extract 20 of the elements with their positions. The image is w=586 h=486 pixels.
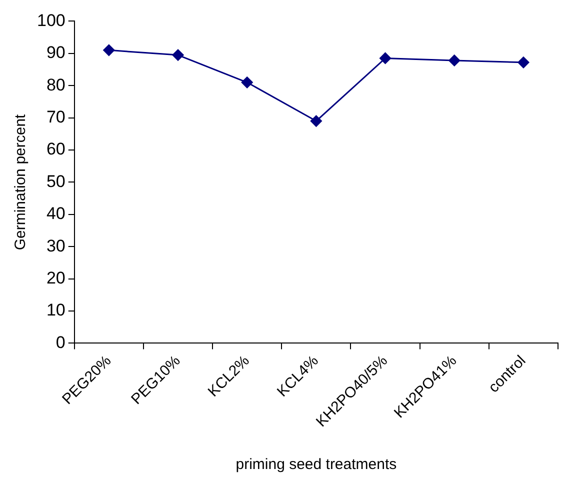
- y-tick-label: 60: [46, 140, 66, 159]
- y-tick-label: 0: [56, 332, 66, 352]
- y-tick-label: 30: [46, 236, 66, 256]
- y-tick-label: 70: [46, 108, 66, 126]
- point: [172, 49, 184, 61]
- point: [518, 56, 530, 68]
- point: [241, 76, 253, 88]
- y-tick-label: 50: [46, 172, 66, 191]
- y-axis-title: Germination percent: [12, 113, 30, 250]
- y-tick-label: 100: [36, 10, 66, 30]
- point: [380, 52, 392, 64]
- y-tick-label: 20: [46, 268, 66, 288]
- point: [103, 44, 115, 56]
- point: [448, 54, 460, 66]
- point: [310, 115, 322, 127]
- y-tick-label: 40: [46, 204, 66, 224]
- y-tick-label: 80: [46, 75, 66, 94]
- x-axis-title: priming seed treatments: [236, 456, 397, 474]
- y-tick-label: 10: [46, 300, 66, 320]
- y-tick-label: 90: [46, 43, 66, 62]
